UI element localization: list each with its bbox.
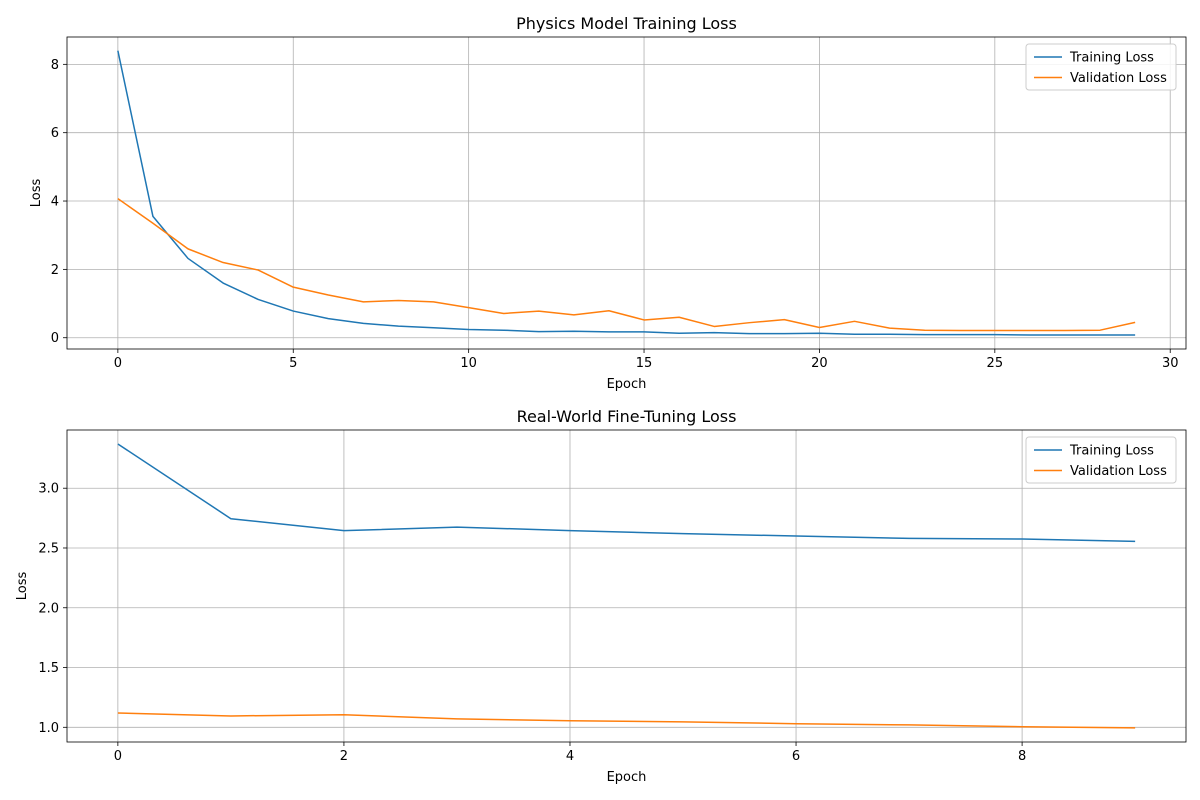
x-tick-label: 15 [636, 356, 653, 371]
legend-label: Validation Loss [1070, 71, 1167, 86]
y-tick-label: 2.0 [38, 601, 59, 616]
plot-frame [66, 429, 1187, 743]
legend: Training Loss Validation Loss [1025, 436, 1177, 484]
legend-label: Training Loss [1069, 444, 1154, 459]
chart-title: Real-World Fine-Tuning Loss [517, 407, 737, 426]
legend-box [1025, 43, 1177, 91]
y-tick-label: 2.5 [38, 541, 59, 556]
plot-frame [66, 36, 1187, 350]
y-tick-label: 6 [51, 126, 59, 141]
y-axis-label: Loss [15, 572, 30, 601]
y-tick-label: 4 [51, 195, 59, 210]
x-tick-label: 6 [792, 749, 800, 764]
x-tick-label: 5 [289, 356, 297, 371]
chart-2: 0 2 4 6 8 1.0 1.5 2.0 2.5 3.0 Real-World Fine-Tuni… [15, 407, 1187, 785]
y-tick-label: 3.0 [38, 482, 59, 497]
y-tick-label: 0 [51, 331, 59, 346]
x-tick-label: 25 [987, 356, 1004, 371]
legend-label: Training Loss [1069, 51, 1154, 66]
x-tick-label: 10 [460, 356, 477, 371]
x-axis-label: Epoch [607, 377, 647, 392]
chart-1: 0 5 10 15 20 25 30 0 2 4 6 8 Physics Model Training … [29, 14, 1187, 392]
x-tick-label: 4 [566, 749, 574, 764]
series-line-training-loss [117, 50, 1136, 336]
x-tick-label: 0 [114, 749, 122, 764]
x-tick-label: 8 [1018, 749, 1026, 764]
series-line-validation-loss [117, 198, 1136, 332]
y-tick-label: 8 [51, 58, 59, 73]
series-line-validation-loss [117, 712, 1136, 729]
x-tick-label: 2 [340, 749, 348, 764]
legend-box [1025, 436, 1177, 484]
x-tick-label: 20 [811, 356, 828, 371]
y-tick-label: 2 [51, 263, 59, 278]
y-tick-label: 1.0 [38, 721, 59, 736]
y-axis-label: Loss [29, 179, 44, 208]
series-line-training-loss [117, 443, 1136, 543]
x-tick-label: 30 [1162, 356, 1179, 371]
legend: Training Loss Validation Loss [1025, 43, 1177, 91]
legend-label: Validation Loss [1070, 464, 1167, 479]
x-tick-label: 0 [114, 356, 122, 371]
x-axis-label: Epoch [607, 770, 647, 785]
y-tick-label: 1.5 [38, 661, 59, 676]
chart-title: Physics Model Training Loss [516, 14, 737, 33]
